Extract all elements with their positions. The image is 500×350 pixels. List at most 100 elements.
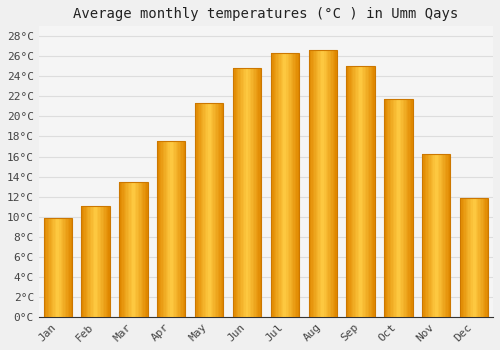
Bar xyxy=(275,53,276,317)
Bar xyxy=(198,103,199,317)
Bar xyxy=(449,154,450,317)
Bar xyxy=(256,68,257,317)
Bar xyxy=(132,182,134,317)
Bar xyxy=(484,198,486,317)
Bar xyxy=(355,66,356,317)
Bar xyxy=(422,154,450,317)
Bar xyxy=(284,53,285,317)
Bar xyxy=(49,218,50,317)
Bar xyxy=(407,99,408,317)
Bar xyxy=(440,154,442,317)
Bar xyxy=(428,154,429,317)
Bar xyxy=(372,66,374,317)
Bar xyxy=(138,182,139,317)
Bar xyxy=(460,198,488,317)
Bar xyxy=(486,198,487,317)
Bar xyxy=(195,103,224,317)
Bar xyxy=(222,103,224,317)
Bar xyxy=(70,218,72,317)
Bar xyxy=(208,103,209,317)
Bar xyxy=(286,53,288,317)
Bar xyxy=(220,103,222,317)
Bar xyxy=(240,68,242,317)
Bar xyxy=(104,205,106,317)
Bar xyxy=(106,205,107,317)
Bar xyxy=(44,218,72,317)
Bar xyxy=(44,218,45,317)
Bar xyxy=(134,182,135,317)
Bar xyxy=(368,66,369,317)
Bar xyxy=(65,218,66,317)
Bar xyxy=(411,99,412,317)
Bar xyxy=(59,218,60,317)
Bar xyxy=(374,66,375,317)
Bar xyxy=(308,50,337,317)
Bar xyxy=(448,154,449,317)
Bar xyxy=(68,218,69,317)
Bar xyxy=(82,205,110,317)
Bar xyxy=(410,99,411,317)
Bar xyxy=(210,103,212,317)
Bar xyxy=(472,198,474,317)
Bar xyxy=(124,182,125,317)
Bar xyxy=(130,182,132,317)
Bar xyxy=(48,218,49,317)
Bar xyxy=(390,99,392,317)
Bar xyxy=(336,50,337,317)
Bar xyxy=(463,198,464,317)
Bar xyxy=(246,68,247,317)
Bar xyxy=(388,99,390,317)
Bar xyxy=(158,141,160,317)
Bar xyxy=(126,182,128,317)
Bar xyxy=(182,141,184,317)
Bar xyxy=(328,50,330,317)
Bar xyxy=(120,182,122,317)
Bar xyxy=(216,103,218,317)
Bar xyxy=(369,66,370,317)
Bar xyxy=(279,53,280,317)
Bar xyxy=(162,141,163,317)
Bar xyxy=(387,99,388,317)
Bar xyxy=(122,182,124,317)
Bar xyxy=(332,50,334,317)
Bar xyxy=(384,99,386,317)
Bar xyxy=(119,182,148,317)
Bar xyxy=(366,66,368,317)
Bar xyxy=(298,53,299,317)
Bar xyxy=(168,141,170,317)
Bar xyxy=(55,218,56,317)
Bar xyxy=(466,198,467,317)
Bar xyxy=(50,218,52,317)
Bar xyxy=(438,154,439,317)
Bar xyxy=(196,103,198,317)
Bar xyxy=(218,103,219,317)
Bar xyxy=(322,50,324,317)
Bar xyxy=(195,103,196,317)
Bar xyxy=(142,182,144,317)
Bar xyxy=(181,141,182,317)
Bar xyxy=(356,66,358,317)
Bar xyxy=(83,205,84,317)
Bar xyxy=(330,50,331,317)
Bar xyxy=(326,50,327,317)
Bar xyxy=(460,198,462,317)
Bar xyxy=(334,50,336,317)
Bar xyxy=(135,182,136,317)
Bar xyxy=(320,50,322,317)
Bar xyxy=(425,154,426,317)
Bar xyxy=(214,103,215,317)
Bar xyxy=(260,68,261,317)
Bar xyxy=(276,53,278,317)
Bar xyxy=(60,218,62,317)
Bar xyxy=(476,198,477,317)
Bar xyxy=(324,50,326,317)
Bar xyxy=(233,68,234,317)
Bar xyxy=(242,68,244,317)
Bar xyxy=(316,50,317,317)
Bar xyxy=(270,53,272,317)
Bar xyxy=(233,68,261,317)
Bar xyxy=(296,53,298,317)
Bar xyxy=(199,103,200,317)
Bar xyxy=(163,141,164,317)
Bar xyxy=(128,182,129,317)
